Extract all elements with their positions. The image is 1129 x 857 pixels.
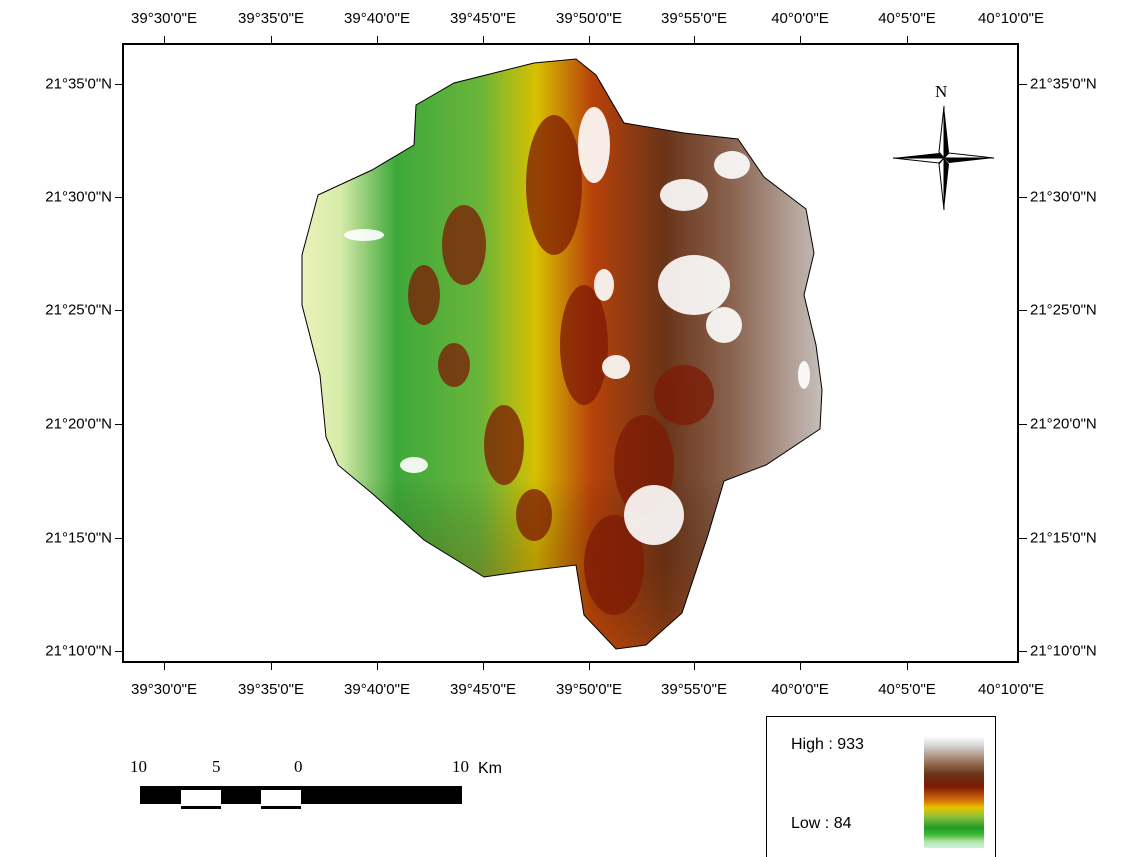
map-frame (122, 43, 1019, 663)
bottom-lon-label: 40°5'0"E (878, 681, 936, 698)
legend-high-label: High : 933 (791, 736, 864, 753)
bottom-lon-label: 39°35'0"E (238, 681, 304, 698)
top-lon-label: 40°0'0"E (771, 10, 829, 27)
north-label: N (935, 82, 948, 101)
scale-label-0: 0 (294, 757, 303, 776)
tick-mark (483, 36, 484, 43)
scale-segment (141, 787, 181, 803)
tick-mark (1019, 84, 1027, 85)
elevation-legend: High : 933 Low : 84 (766, 716, 996, 857)
tick-mark (800, 663, 801, 670)
top-lon-label: 39°45'0"E (450, 10, 516, 27)
tick-mark (589, 663, 590, 670)
bottom-lon-label: 39°50'0"E (556, 681, 622, 698)
tick-mark (907, 663, 908, 670)
scale-bar (140, 786, 462, 809)
bottom-lon-label: 40°0'0"E (771, 681, 829, 698)
top-lon-label: 39°35'0"E (238, 10, 304, 27)
scale-unit: Km (478, 760, 502, 777)
tick-mark (164, 36, 165, 43)
scale-segment (221, 787, 261, 803)
tick-mark (694, 663, 695, 670)
tick-mark (1019, 310, 1027, 311)
region-boundary (301, 58, 823, 650)
tick-mark (115, 424, 122, 425)
top-lon-label: 39°50'0"E (556, 10, 622, 27)
tick-mark (115, 197, 122, 198)
scale-label-10-right: 10 (452, 757, 469, 776)
elevation-map (301, 58, 823, 650)
tick-mark (377, 36, 378, 43)
right-lat-label: 21°10'0"N (1030, 642, 1097, 660)
legend-low-label: Low : 84 (791, 815, 852, 832)
tick-mark (1019, 651, 1027, 652)
bottom-lon-label: 39°45'0"E (450, 681, 516, 698)
tick-mark (694, 36, 695, 43)
tick-mark (164, 663, 165, 670)
scale-segment (261, 787, 301, 809)
bottom-lon-label: 39°30'0"E (131, 681, 197, 698)
left-lat-label: 21°10'0"N (45, 642, 112, 660)
tick-mark (800, 36, 801, 43)
bottom-lon-label: 39°40'0"E (344, 681, 410, 698)
tick-mark (1019, 197, 1027, 198)
right-lat-label: 21°35'0"N (1030, 75, 1097, 93)
right-lat-label: 21°15'0"N (1030, 529, 1097, 547)
top-lon-label: 40°5'0"E (878, 10, 936, 27)
right-lat-label: 21°30'0"N (1030, 188, 1097, 206)
tick-mark (271, 36, 272, 43)
right-lat-label: 21°20'0"N (1030, 415, 1097, 433)
left-lat-label: 21°15'0"N (45, 529, 112, 547)
tick-mark (271, 663, 272, 670)
scale-segment (181, 787, 221, 809)
tick-mark (115, 310, 122, 311)
tick-mark (1019, 424, 1027, 425)
bottom-lon-label: 39°55'0"E (661, 681, 727, 698)
top-lon-label: 39°30'0"E (131, 10, 197, 27)
scale-label-10-left: 10 (130, 757, 147, 776)
tick-mark (1019, 538, 1027, 539)
left-lat-label: 21°25'0"N (45, 301, 112, 319)
tick-mark (115, 538, 122, 539)
tick-mark (907, 36, 908, 43)
scale-segment (301, 787, 461, 803)
tick-mark (115, 84, 122, 85)
tick-mark (483, 663, 484, 670)
north-arrow-icon (893, 105, 995, 211)
top-lon-label: 40°10'0"E (978, 10, 1044, 27)
tick-mark (589, 36, 590, 43)
bottom-lon-label: 40°10'0"E (978, 681, 1044, 698)
left-lat-label: 21°30'0"N (45, 188, 112, 206)
top-lon-label: 39°40'0"E (344, 10, 410, 27)
top-lon-label: 39°55'0"E (661, 10, 727, 27)
legend-color-ramp (924, 736, 984, 848)
left-lat-label: 21°35'0"N (45, 75, 112, 93)
left-lat-label: 21°20'0"N (45, 415, 112, 433)
tick-mark (115, 651, 122, 652)
scale-label-5: 5 (212, 757, 221, 776)
right-lat-label: 21°25'0"N (1030, 301, 1097, 319)
tick-mark (377, 663, 378, 670)
